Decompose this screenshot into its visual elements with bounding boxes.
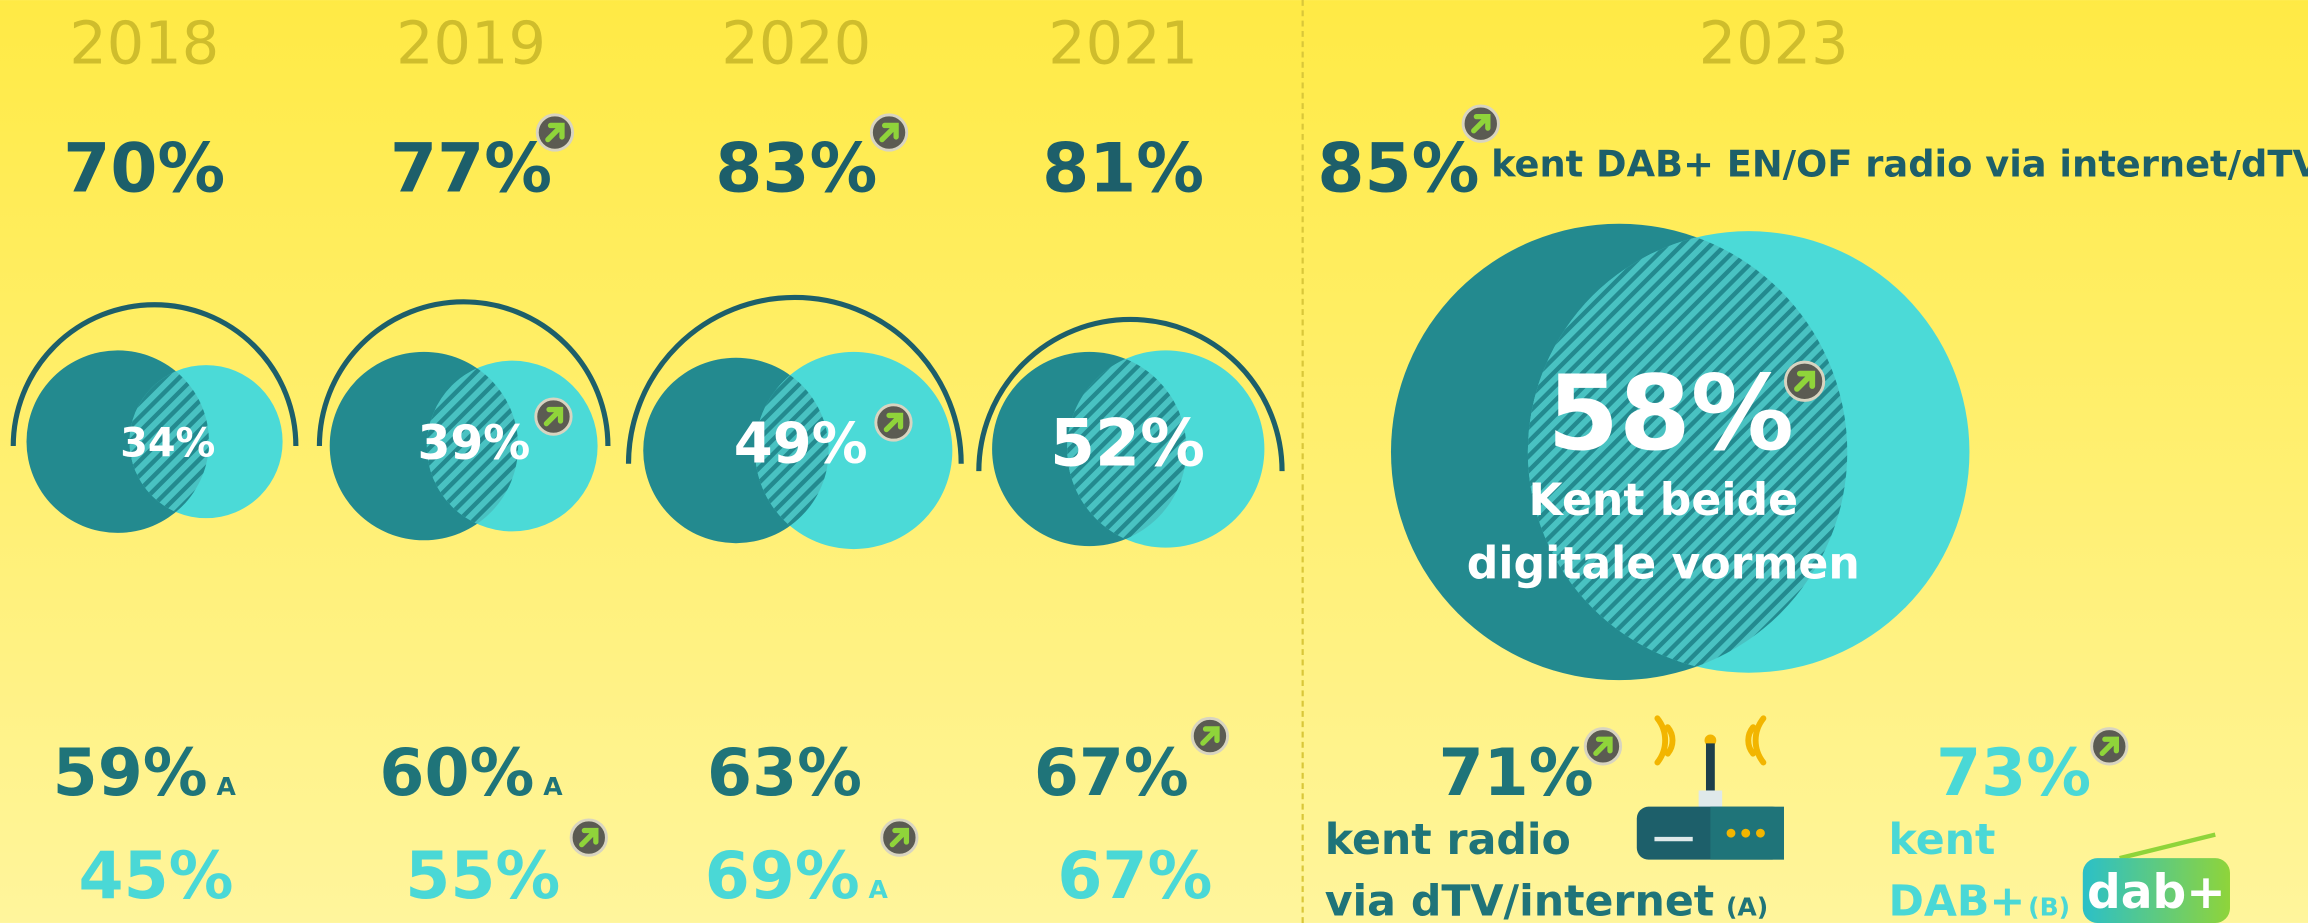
- dab-row: 67%: [1057, 839, 1212, 914]
- dab-logo-text: dab+: [2087, 865, 2226, 920]
- dab-row: 55%: [405, 839, 560, 914]
- radio-label: kent radio: [1325, 815, 1571, 865]
- both-pct: 39%: [418, 416, 531, 471]
- both-label: digitale vormen: [1467, 539, 1860, 590]
- radio-row: 67%: [1034, 736, 1189, 811]
- radio-pct: 59%: [53, 736, 208, 811]
- both-label: Kent beide: [1529, 475, 1798, 526]
- known-label: kent DAB+ EN/OF radio via internet/dTV: [1491, 143, 2308, 186]
- radio-row: 63%: [707, 736, 862, 811]
- trend-badge: [876, 405, 911, 440]
- year: 2023: [1699, 8, 1849, 77]
- known-pct: 83%: [715, 128, 877, 207]
- dab-mark: A: [869, 875, 889, 904]
- trend-badge: [536, 399, 571, 434]
- known-pct: 81%: [1042, 128, 1204, 207]
- year: 2018: [69, 8, 219, 77]
- radio-mark: A: [543, 772, 563, 801]
- dab-mark: (B): [2028, 893, 2070, 922]
- dab-pct: 45%: [79, 839, 234, 914]
- known-pct: 85%: [1317, 128, 1479, 207]
- radio-pct: 67%: [1034, 736, 1189, 811]
- dab-pct: 73%: [1936, 736, 2091, 811]
- radio-pct: 63%: [707, 736, 862, 811]
- both-pct: 52%: [1050, 407, 1205, 482]
- dab-label-text: DAB+: [1888, 877, 2025, 923]
- both-pct: 58%: [1547, 354, 1794, 474]
- trend-badge: [1785, 362, 1823, 400]
- known-pct: 77%: [390, 128, 552, 207]
- trend-badge: [1192, 718, 1227, 753]
- radio-mark: A: [216, 772, 236, 801]
- radio-label-text: via dTV/internet: [1325, 877, 1714, 923]
- known-pct: 70%: [63, 128, 225, 207]
- trend-badge: [871, 115, 906, 150]
- trend-badge: [1463, 106, 1498, 141]
- trend-badge: [571, 820, 606, 855]
- radio-mark: (A): [1726, 893, 1768, 922]
- dab-pct: 67%: [1057, 839, 1212, 914]
- radio-pct: 71%: [1439, 736, 1594, 811]
- both-pct: 34%: [120, 420, 215, 466]
- radio-pct: 60%: [379, 736, 534, 811]
- dab-label: kent: [1888, 815, 1995, 865]
- year: 2021: [1048, 8, 1198, 77]
- dab-pct: 69%: [705, 839, 860, 914]
- year: 2019: [396, 8, 546, 77]
- radio-label: via dTV/internet (A): [1325, 877, 1768, 923]
- year: 2020: [721, 8, 871, 77]
- trend-badge: [1585, 729, 1620, 764]
- both-pct: 49%: [734, 411, 868, 476]
- dab-pct: 55%: [405, 839, 560, 914]
- dab-row: 45%: [79, 839, 234, 914]
- trend-badge: [537, 115, 572, 150]
- infographic: 2018 70% 34% 59% A 45% 2019 77% 39% 60% A 55% 2020 83…: [0, 0, 2308, 923]
- trend-badge: [882, 820, 917, 855]
- trend-badge: [2092, 729, 2127, 764]
